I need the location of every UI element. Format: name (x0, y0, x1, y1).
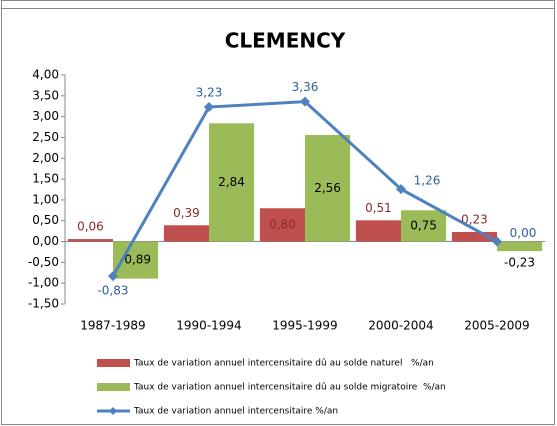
legend-marker (109, 407, 117, 415)
y-tick-label: 0,00 (32, 234, 59, 248)
bar (163, 225, 209, 242)
y-tick-label: 3,00 (32, 109, 59, 123)
data-label: 0,80 (269, 217, 296, 231)
line-marker (492, 236, 502, 247)
y-tick-label: 2,50 (32, 130, 59, 144)
x-tick-label: 1987-1989 (80, 319, 145, 333)
legend-label: Taux de variation annuel intercensitaire… (133, 359, 434, 369)
data-label: 2,56 (314, 181, 341, 195)
bar (451, 231, 497, 242)
data-label: 0,06 (77, 220, 104, 234)
line-label: 3,36 (292, 80, 319, 94)
bar (67, 239, 113, 242)
line-marker (300, 96, 310, 107)
y-tick-label: 1,00 (32, 192, 59, 206)
chart-title: CLEMENCY (225, 29, 346, 53)
line-label: -0,83 (97, 284, 128, 298)
line-label: 3,23 (196, 86, 223, 100)
y-tick-label: 3,50 (32, 88, 59, 102)
y-tick-label: 4,00 (32, 68, 59, 82)
x-tick-label: 1995-1999 (272, 319, 337, 333)
y-tick-label: -0,50 (28, 255, 59, 269)
bar (209, 123, 255, 242)
x-tick-label: 2005-2009 (464, 319, 529, 333)
y-tick-label: 2,00 (32, 151, 59, 165)
data-label: 2,84 (218, 175, 245, 189)
legend-swatch (97, 359, 130, 367)
legend-swatch (97, 383, 130, 391)
bar (305, 134, 351, 242)
x-tick-label: 1990-1994 (176, 319, 241, 333)
legend-label: Taux de variation annuel intercensitaire… (133, 383, 446, 393)
bar (401, 210, 447, 242)
data-label: 0,75 (410, 218, 437, 232)
top-frame (1, 0, 555, 9)
x-tick-label: 2000-2004 (368, 319, 433, 333)
data-label: 0,23 (461, 212, 488, 226)
line-label: 0,00 (510, 226, 537, 240)
bar (259, 208, 305, 242)
legend-label: Taux de variation annuel intercensitaire… (133, 407, 338, 417)
data-label: 0,51 (365, 201, 392, 215)
y-tick-label: -1,00 (28, 276, 59, 290)
y-tick-label: 1,50 (32, 172, 59, 186)
line-marker (108, 271, 118, 282)
line-marker (204, 102, 214, 113)
bar (355, 220, 401, 242)
bar (497, 241, 543, 252)
y-tick-label: -1,50 (28, 297, 59, 311)
line-label: 1,26 (414, 174, 441, 188)
data-label: 0,39 (173, 206, 200, 220)
data-label: -0,23 (504, 256, 535, 270)
line-marker (396, 184, 406, 195)
y-tick-label: 0,50 (32, 213, 59, 227)
data-label: -0,89 (120, 253, 151, 267)
